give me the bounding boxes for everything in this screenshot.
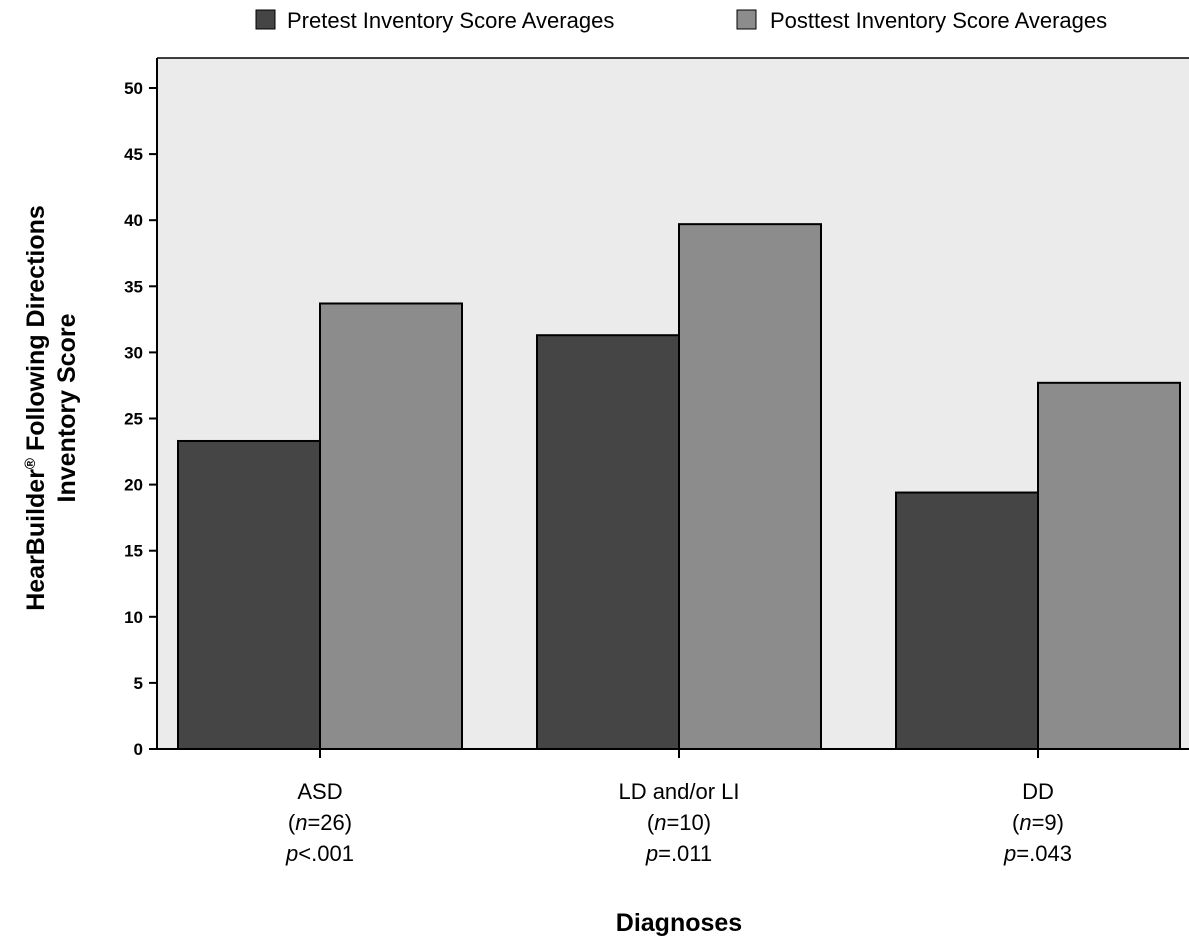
x-category-p-label: p<.001 [285,841,354,866]
x-categories-group: ASD (n=26) p<.001 LD and/or LI (n=10) p=.011 D… [285,749,1072,866]
x-category-n-label: (n=9) [1012,810,1064,835]
bar-pretest-0 [177,439,321,750]
y-tick-label: 10 [124,608,143,627]
y-tick-label: 5 [134,674,143,693]
bar-posttest-0 [319,302,463,750]
bar-pretest-1 [536,334,680,750]
bars-group [177,223,1181,750]
x-category-n-label: (n=10) [647,810,711,835]
x-category-p-label: p=.043 [1003,841,1072,866]
y-axis-title-line1: HearBuilder® Following Directions [22,205,50,611]
legend-label-posttest: Posttest Inventory Score Averages [770,8,1107,33]
y-ticks-group: 0 5 10 15 20 25 30 35 40 45 50 [124,79,157,759]
bar-posttest-2 [1037,381,1181,750]
y-tick-label: 50 [124,79,143,98]
x-category-label: ASD [297,779,342,804]
legend-swatch-posttest [736,9,757,30]
y-axis-title: HearBuilder® Following Directions Invent… [22,205,81,611]
legend-swatch-pretest [255,9,276,30]
x-category-p-label: p=.011 [645,841,712,866]
y-tick-label: 0 [134,740,143,759]
x-axis-title: Diagnoses [616,909,742,937]
x-category-label: LD and/or LI [618,779,739,804]
x-category-n-label: (n=26) [288,810,352,835]
y-tick-label: 15 [124,542,143,561]
y-tick-label: 40 [124,211,143,230]
bar-pretest-2 [895,491,1039,750]
bar-posttest-1 [678,223,822,750]
legend: Pretest Inventory Score Averages Posttes… [255,8,1107,33]
y-axis-title-line2: Inventory Score [53,313,81,502]
x-category-label: DD [1022,779,1054,804]
y-tick-label: 45 [124,145,143,164]
legend-label-pretest: Pretest Inventory Score Averages [287,8,614,33]
y-tick-label: 35 [124,277,143,296]
y-tick-label: 25 [124,410,143,429]
y-tick-label: 30 [124,343,143,362]
y-tick-label: 20 [124,476,143,495]
